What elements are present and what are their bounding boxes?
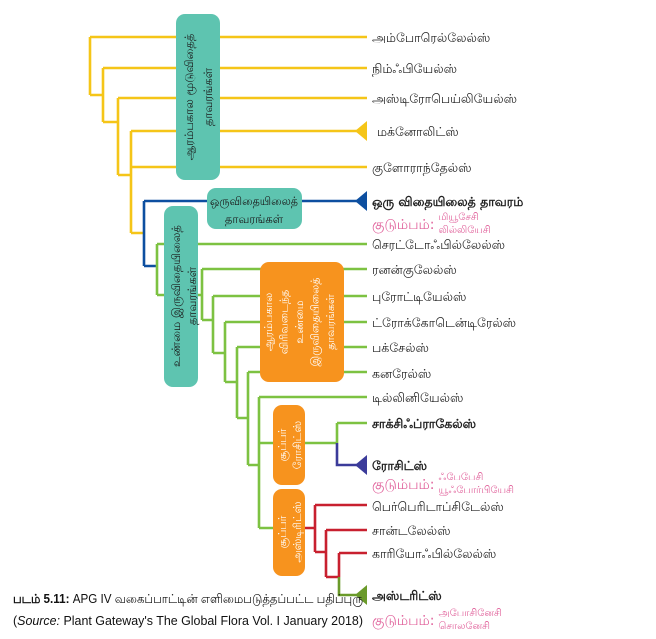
asterids-branch (337, 577, 360, 597)
box-super-rosids (273, 405, 305, 485)
family-name: சொலனேசி (439, 621, 490, 632)
box-eudicots-text-line: தாவரங்கள் (185, 266, 199, 325)
leaf-label: சாக்சிஃப்ராகேல்ஸ் (372, 416, 477, 431)
box-monocots-text-line: தாவரங்கள் (225, 212, 284, 226)
caption-text: APG IV வகைப்பாட்டின் எளிமைபடுத்தப்பட்ட ப… (69, 592, 363, 607)
leaf-label: ஒரு விதையிலைத் தாவரம் (372, 194, 524, 210)
family-name: யூஃபோர்பியேசி (439, 485, 514, 496)
box-super-asterids (273, 489, 305, 576)
source-word: Source: (17, 614, 60, 628)
family-name: ஃபேபேசி (439, 472, 484, 483)
leaf-label: பெர்பெரிடாப்சிடேல்ஸ் (372, 499, 504, 514)
box-early-core-eudicots-text-line: இருவிதையிலைத் (309, 278, 322, 367)
leaf-label: அஸ்டிரோபெய்லியேல்ஸ் (372, 91, 518, 106)
box-super-asterids-text-line: சூப்பர் (276, 515, 290, 548)
leaf-label: சான்டலேல்ஸ் (372, 523, 451, 538)
box-super-asterids-text-line: அஸ்டிரிட்ஸ் (291, 501, 304, 562)
leaf-label: ட்ரோக்கோடென்டிரேல்ஸ் (372, 315, 517, 330)
source-rest: Plant Gateway's The Global Flora Vol. I … (60, 614, 363, 628)
box-monocots-text-line: ஒருவிதையிலைத் (210, 194, 298, 209)
leaf-label: அம்போரெல்லேல்ஸ் (372, 30, 491, 45)
leaf-label: புரோட்டியேல்ஸ் (372, 289, 467, 304)
box-early-angiosperms-text-line: ஆரம்பகால மூடுவிதைத் (182, 33, 197, 160)
leaf-label: கனரேல்ஸ் (372, 366, 432, 381)
monocot-arrow-icon (355, 191, 367, 211)
box-early-core-eudicots-text-line: விரிவடைந்த (278, 290, 291, 354)
source-open: ( (13, 614, 18, 628)
rosids-branch (335, 443, 360, 467)
family-prefix: குடும்பம்: (372, 613, 435, 630)
box-early-core-eudicots-text-line: உண்மை (293, 300, 306, 343)
box-early-core-eudicots-text-line: ஆரம்பகால (262, 293, 275, 352)
leaf-label: அஸ்டரிட்ஸ் (372, 588, 442, 603)
asterid-branches (303, 503, 367, 579)
leaf-label: மக்னோலிட்ஸ் (377, 124, 459, 139)
rosids-arrow-icon (355, 455, 367, 475)
box-early-angiosperms (176, 14, 220, 180)
leaf-label: நிம்ஃபியேல்ஸ் (372, 61, 458, 76)
leaf-label: குளோராந்தேல்ஸ் (372, 160, 472, 176)
box-super-rosids-text-line: சூப்பர் (276, 428, 290, 461)
box-eudicots-text-line: உண்மை இருவிதையிலைத் (169, 225, 184, 367)
magnoliids-arrow-icon (355, 121, 367, 141)
leaf-label: காரியோஃபில்லேல்ஸ் (372, 546, 497, 561)
family-prefix: குடும்பம்: (372, 217, 435, 234)
family-name: மியூசேசி (439, 212, 479, 223)
asterids-arrow-icon (355, 585, 367, 605)
family-name: லில்லியேசி (439, 225, 491, 236)
box-super-rosids-text-line: ரோசிட்ஸ் (291, 421, 304, 470)
box-early-core-eudicots-text-line: தாவரங்கள் (324, 294, 337, 350)
early-angiosperm-branches (88, 35, 367, 235)
family-prefix: குடும்பம்: (372, 477, 435, 494)
box-eudicots (164, 206, 198, 387)
caption-label: படம் 5.11: (13, 592, 69, 606)
box-monocots (207, 188, 302, 229)
box-early-core-eudicots (260, 262, 344, 382)
leaf-label: டில்லினியேல்ஸ் (372, 390, 464, 405)
box-early-angiosperms-text-line: தாவரங்கள் (201, 67, 215, 126)
family-name: அபோசினேசி (439, 608, 502, 619)
leaf-label: ரோசிட்ஸ் (372, 458, 428, 473)
leaf-label: ரனன்குலேல்ஸ் (372, 262, 457, 278)
figure-source: (Source: Plant Gateway's The Global Flor… (13, 614, 363, 628)
leaf-label: பக்சேல்ஸ் (372, 340, 429, 355)
figure-caption: படம் 5.11: APG IV வகைப்பாட்டின் எளிமைபடு… (13, 592, 363, 607)
leaf-label: செரட்டோஃபில்லேல்ஸ் (372, 237, 506, 252)
